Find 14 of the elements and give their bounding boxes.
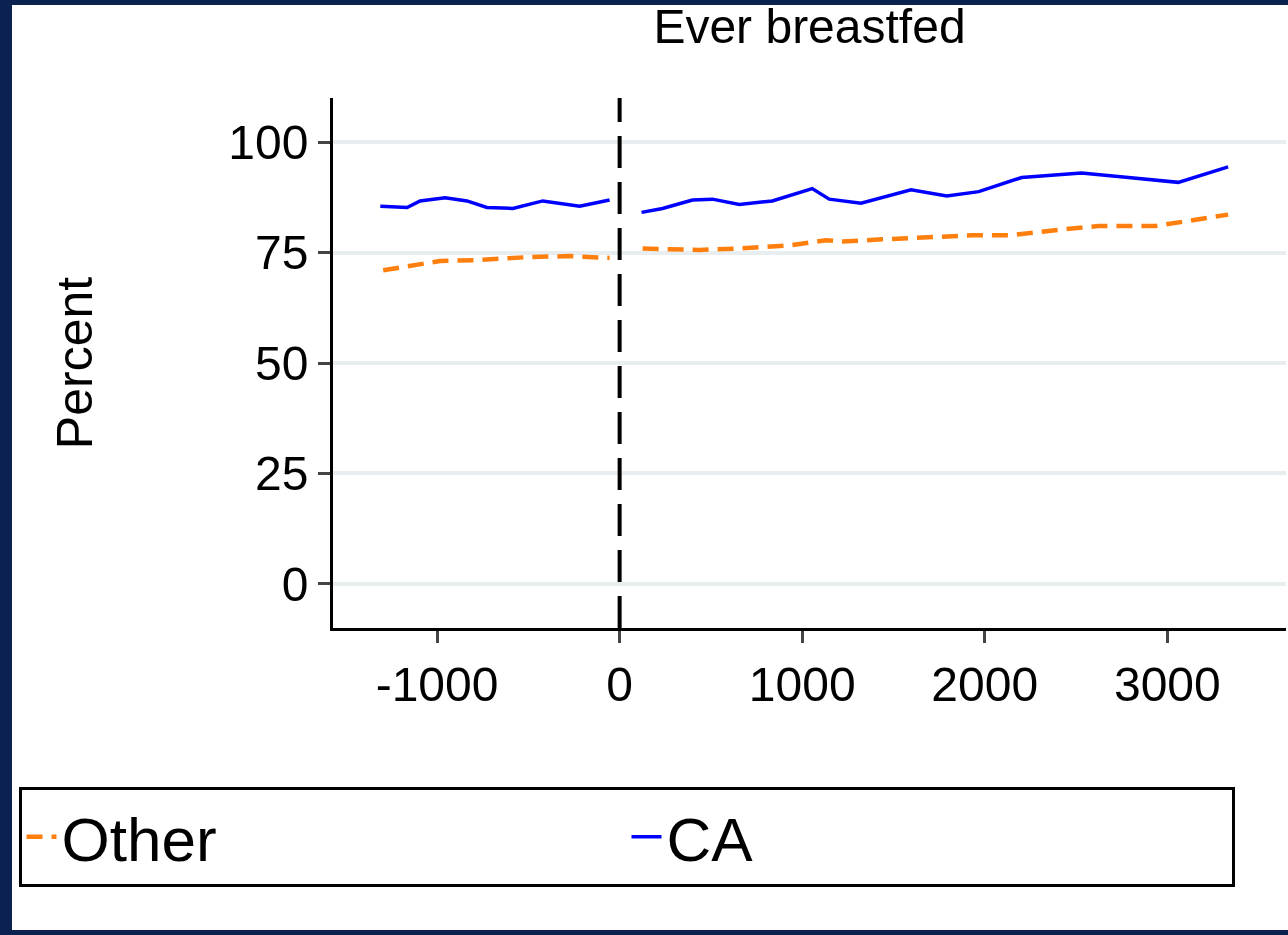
y-tick-label: 75 — [255, 226, 309, 280]
y-tick-label: 25 — [255, 447, 309, 501]
x-tick-label: 0 — [606, 657, 633, 711]
legend-label: Other — [61, 804, 217, 874]
x-tick-label: 3000 — [1113, 657, 1221, 711]
legend-label: CA — [666, 804, 754, 874]
y-tick-label: 0 — [281, 557, 309, 611]
x-tick-label: 2000 — [931, 657, 1039, 711]
chart-title: Ever breastfed — [653, 0, 966, 54]
y-tick-label: 50 — [255, 336, 309, 390]
x-tick-label: -1000 — [375, 657, 499, 711]
y-tick-label: 100 — [228, 115, 309, 169]
y-axis-title: Percent — [47, 276, 104, 450]
x-tick-label: 1000 — [748, 657, 856, 711]
